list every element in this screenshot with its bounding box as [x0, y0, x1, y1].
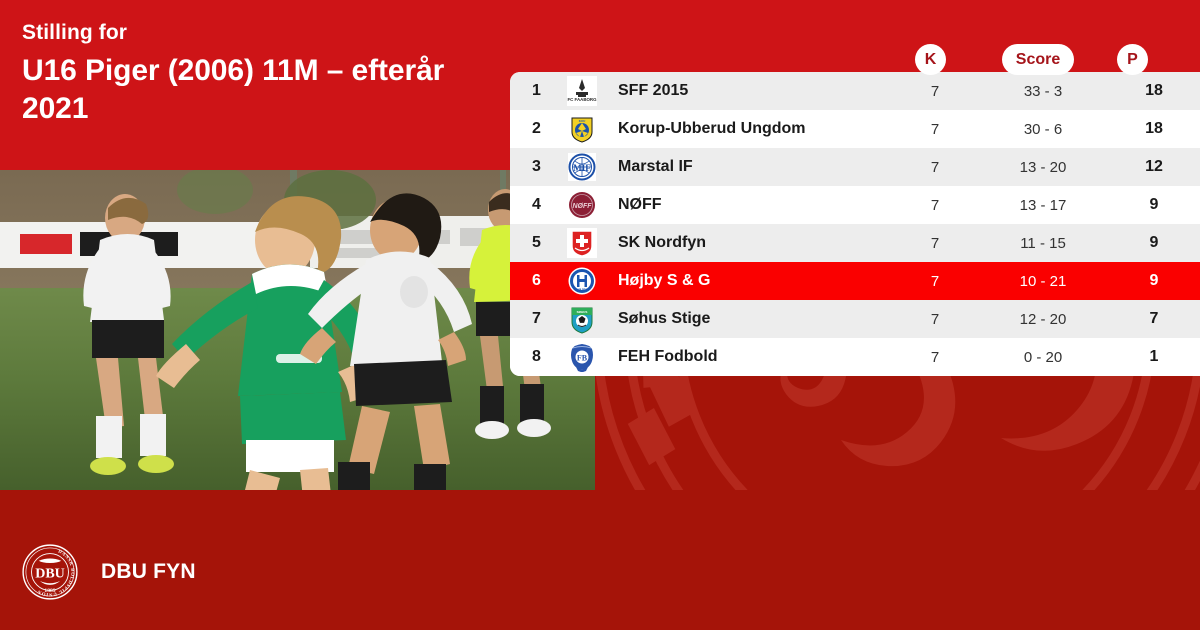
row-team-name: SFF 2015 — [618, 82, 689, 99]
row-rank: 1 — [532, 82, 541, 99]
svg-text:HØJBY: HØJBY — [576, 288, 588, 292]
page-title: U16 Piger (2006) 11M – efterår 2021 — [22, 54, 445, 126]
row-points: 12 — [1145, 158, 1163, 175]
row-points: 9 — [1149, 272, 1159, 289]
row-score: 13 - 20 — [1019, 158, 1067, 176]
row-rank: 4 — [532, 196, 541, 213]
table-row[interactable]: 1 FC FAABORG SFF 2015 7 33 - 3 18 — [510, 72, 1200, 110]
row-team-name: FEH Fodbold — [618, 348, 718, 365]
hero-photo — [0, 170, 595, 490]
row-points: 9 — [1149, 234, 1159, 251]
row-rank: 6 — [532, 272, 541, 289]
noff-logo: NØFF — [556, 190, 608, 220]
row-team-name: Højby S & G — [618, 272, 711, 289]
row-team-name: Søhus Stige — [618, 310, 711, 327]
row-points: 9 — [1149, 196, 1159, 213]
marstal-if-logo: MIF — [556, 152, 608, 182]
row-team-name: Marstal IF — [618, 158, 693, 175]
row-matches: 7 — [930, 82, 940, 100]
svg-text:FB: FB — [577, 354, 588, 363]
row-matches: 7 — [930, 272, 940, 290]
svg-text:KUU: KUU — [579, 119, 586, 123]
header-kicker: Stilling for — [22, 21, 128, 44]
row-team-name: NØFF — [618, 196, 662, 213]
row-score: 13 - 17 — [1019, 196, 1067, 214]
row-matches: 7 — [930, 158, 940, 176]
sohus-stige-logo: SØHUS — [556, 304, 608, 334]
table-row[interactable]: 4 NØFF NØFF 7 13 - 17 9 — [510, 186, 1200, 224]
column-header-score: Score — [1002, 44, 1074, 75]
row-rank: 2 — [532, 120, 541, 137]
footer-label: DBU FYN — [101, 560, 196, 583]
hojby-sg-logo: HØJBY — [556, 266, 608, 296]
row-matches: 7 — [930, 348, 940, 366]
column-header-matches: K — [915, 44, 946, 75]
table-row-highlighted[interactable]: 6 HØJBY Højby S & G 7 10 - 21 9 — [510, 262, 1200, 300]
svg-text:NØFF: NØFF — [572, 203, 592, 210]
row-points: 1 — [1149, 348, 1159, 365]
standings-table: 1 FC FAABORG SFF 2015 7 33 - 3 18 2 — [510, 72, 1200, 376]
table-row[interactable]: 8 FB FEH Fodbold 7 0 - 20 1 — [510, 338, 1200, 376]
row-team-name: Korup-Ubberud Ungdom — [618, 120, 806, 137]
sk-nordfyn-logo — [556, 228, 608, 258]
row-points: 18 — [1145, 120, 1163, 137]
korup-ubberud-logo: KUU — [556, 114, 608, 144]
table-row[interactable]: 5 SK Nordfyn 7 11 - 15 9 — [510, 224, 1200, 262]
svg-text:1889: 1889 — [44, 588, 55, 594]
row-rank: 8 — [532, 348, 541, 365]
row-score: 12 - 20 — [1019, 310, 1067, 328]
row-team-name: SK Nordfyn — [618, 234, 706, 251]
table-row[interactable]: 7 SØHUS Søhus Stige 7 12 - 20 7 — [510, 300, 1200, 338]
row-rank: 7 — [532, 310, 541, 327]
dbu-seal-logo: DANSK BOLDSPIL UNION DBU 1889 — [22, 544, 78, 600]
column-header-points: P — [1117, 44, 1148, 75]
table-row[interactable]: 3 MIF Marstal IF 7 13 - 20 12 — [510, 148, 1200, 186]
row-score: 33 - 3 — [1023, 82, 1063, 100]
row-score: 30 - 6 — [1023, 120, 1063, 138]
row-points: 7 — [1149, 310, 1159, 327]
row-matches: 7 — [930, 310, 940, 328]
svg-text:FC FAABORG: FC FAABORG — [567, 97, 597, 102]
row-rank: 3 — [532, 158, 541, 175]
svg-text:MIF: MIF — [573, 163, 591, 173]
svg-text:DBU: DBU — [35, 567, 65, 582]
table-row[interactable]: 2 KUU Korup-Ubberud Ungdom 7 30 - 6 18 — [510, 110, 1200, 148]
row-matches: 7 — [930, 234, 940, 252]
svg-text:SØHUS: SØHUS — [577, 310, 588, 314]
header-text-block: Stilling for U16 Piger (2006) 11M – efte… — [22, 20, 492, 128]
row-points: 18 — [1145, 82, 1163, 99]
footer: DANSK BOLDSPIL UNION DBU 1889 DBU FYN — [22, 544, 196, 600]
row-score: 0 - 20 — [1023, 348, 1063, 366]
fc-faaborg-logo: FC FAABORG — [556, 76, 608, 106]
feh-fodbold-logo: FB — [556, 342, 608, 372]
row-matches: 7 — [930, 196, 940, 214]
row-matches: 7 — [930, 120, 940, 138]
row-score: 11 - 15 — [1020, 234, 1066, 252]
row-rank: 5 — [532, 234, 541, 251]
row-score: 10 - 21 — [1019, 272, 1067, 290]
